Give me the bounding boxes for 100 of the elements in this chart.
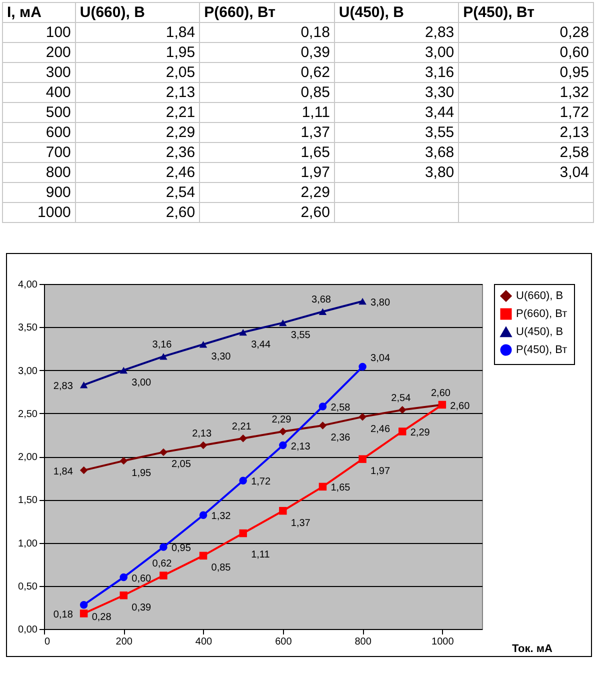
text: 1000 <box>2 202 76 222</box>
data-label: 1,95 <box>132 468 152 479</box>
data-label: 0,39 <box>132 602 152 614</box>
text: 1,65 <box>300 144 330 161</box>
text: P(450), Вт <box>463 4 534 21</box>
data-label: 3,04 <box>370 352 390 364</box>
text: 3,80 <box>424 164 454 181</box>
text: 1,37 <box>300 124 330 141</box>
text: 1,84 <box>166 24 196 41</box>
y-tick-label: 3,00 <box>18 366 38 377</box>
y-tick-label: 4,00 <box>18 280 38 290</box>
data-label: 2,21 <box>232 421 252 432</box>
y-tick-label: 2,00 <box>18 452 38 463</box>
data-label: 3,30 <box>211 351 232 362</box>
point <box>80 382 88 388</box>
text: 300 <box>2 62 76 82</box>
point <box>160 572 168 580</box>
legend-label: P(660), Вт <box>516 308 568 320</box>
point <box>120 591 128 600</box>
text: 800 <box>2 162 76 182</box>
text: 2,29 <box>300 184 330 201</box>
data-label: 3,00 <box>132 377 152 388</box>
text: P(660), Вт <box>204 4 276 21</box>
x-tick-label: 0 <box>44 636 50 648</box>
point <box>358 298 366 305</box>
data-label: 2,54 <box>391 392 412 404</box>
text: 0,28 <box>560 24 589 41</box>
data-label: 2,46 <box>370 424 390 435</box>
text: 0,18 <box>300 24 330 41</box>
text: 0,60 <box>560 44 589 61</box>
point <box>199 511 208 520</box>
data-label: 3,80 <box>370 297 390 308</box>
point <box>279 506 287 515</box>
data-label: 1,97 <box>370 466 390 478</box>
point <box>120 573 128 582</box>
y-tick-label: 1,00 <box>18 538 38 550</box>
text: 2,46 <box>166 164 196 181</box>
point <box>279 428 287 436</box>
data-label: 2,29 <box>272 414 292 426</box>
point <box>120 456 128 465</box>
data-label: 0,28 <box>92 612 112 623</box>
y-tick-label: 0,00 <box>18 624 38 636</box>
text: 3,00 <box>424 44 454 61</box>
text: 2,13 <box>560 124 589 141</box>
point <box>279 441 287 450</box>
data-label: 3,68 <box>312 294 332 306</box>
point <box>318 402 327 410</box>
point <box>199 441 208 450</box>
text: 3,68 <box>424 144 454 161</box>
point <box>160 543 168 551</box>
legend-label: U(450), В <box>516 326 564 338</box>
text: 900 <box>2 182 76 202</box>
text: 0,85 <box>300 84 330 101</box>
legend-label: U(660), В <box>516 290 564 302</box>
point <box>358 362 366 371</box>
point <box>318 422 327 430</box>
text: 2,60 <box>166 204 196 221</box>
legend-label: P(450), Вт <box>516 344 568 356</box>
point <box>160 448 168 456</box>
text: 2,29 <box>166 124 196 141</box>
x-tick-label: 800 <box>354 636 372 648</box>
point <box>318 308 327 315</box>
data-label: 1,72 <box>251 476 271 488</box>
data-label: 2,29 <box>410 427 430 438</box>
data-label: 2,60 <box>430 388 451 399</box>
data-label: 0,60 <box>132 573 152 584</box>
data-label: 1,84 <box>53 466 74 478</box>
data-label: 2,36 <box>330 432 351 444</box>
point <box>318 482 327 491</box>
data-label: 3,44 <box>251 339 271 350</box>
point <box>239 328 247 336</box>
data-label: 1,37 <box>290 518 311 529</box>
data-label: 0,62 <box>152 558 172 570</box>
y-tick-label: 1,50 <box>18 495 38 506</box>
text: 3,30 <box>424 84 454 101</box>
text: 0,39 <box>300 44 330 61</box>
point <box>398 428 406 436</box>
text: 1,11 <box>302 104 330 121</box>
text: U(660), В <box>80 4 145 21</box>
text: 3,04 <box>560 164 589 181</box>
data-label: 2,13 <box>192 428 212 440</box>
data-label: 2,83 <box>53 380 74 392</box>
data-label: 3,55 <box>290 330 311 341</box>
text: 2,83 <box>424 24 454 41</box>
point <box>120 366 128 374</box>
data-label: 1,32 <box>211 511 232 522</box>
data-label: 2,05 <box>171 459 192 470</box>
text: 0,62 <box>300 64 330 81</box>
text: 1,32 <box>560 84 589 101</box>
data-label: 1,11 <box>251 549 270 560</box>
text: 400 <box>2 82 76 102</box>
point <box>160 353 168 360</box>
point <box>239 434 247 442</box>
data-label: 2,58 <box>330 402 351 414</box>
point <box>358 455 366 463</box>
point <box>398 406 406 414</box>
data-label: 2,60 <box>450 400 470 412</box>
y-tick-label: 3,50 <box>18 322 38 334</box>
text: 2,54 <box>166 184 196 201</box>
text: 2,13 <box>166 84 196 101</box>
